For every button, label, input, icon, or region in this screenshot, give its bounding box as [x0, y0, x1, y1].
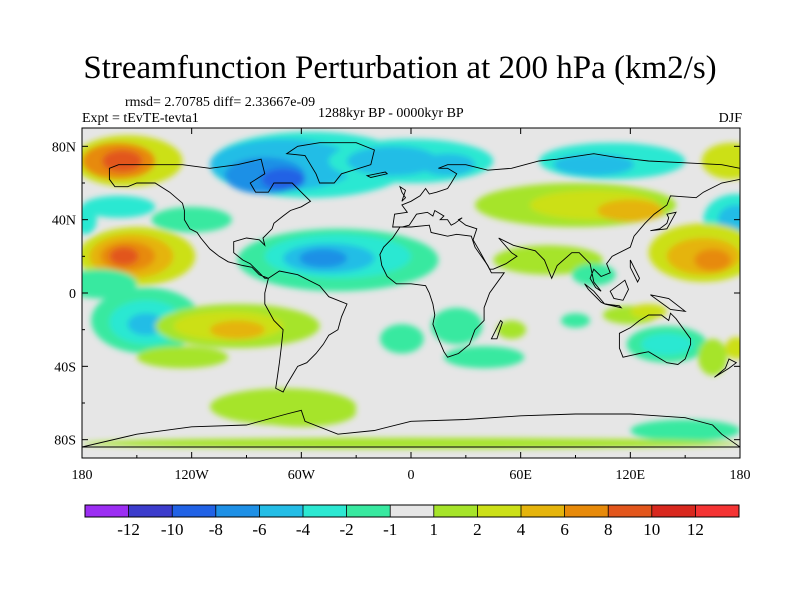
colorbar-label: 4 [517, 520, 526, 539]
x-tick-label: 180 [72, 468, 93, 483]
contour-fields [82, 131, 740, 449]
colorbar-swatch [433, 505, 478, 517]
coastline [379, 224, 506, 358]
colorbar-swatch [390, 505, 435, 517]
contour-region [127, 313, 165, 336]
contour-region [136, 346, 229, 369]
coastline [365, 171, 389, 178]
x-tick-label: 0 [408, 468, 415, 483]
colorbar-swatch [564, 505, 609, 517]
colorbar-label: -10 [161, 520, 184, 539]
coastline [285, 142, 375, 184]
colorbar-label: -1 [383, 520, 397, 539]
y-tick-label: 40S [54, 360, 76, 375]
coastline [490, 319, 503, 340]
contour-region [701, 142, 740, 180]
x-tick-label: 120E [616, 468, 646, 483]
axis-ticks: 180 120W 60W 0 60E 120E 180 80N 40N 0 40S 80S [52, 128, 751, 483]
x-tick-label: 180 [730, 468, 751, 483]
colorbar-swatch [521, 505, 565, 517]
contour-region [380, 324, 424, 354]
colorbar-label: -2 [340, 520, 354, 539]
colorbar-label: 1 [430, 520, 439, 539]
contour-region [246, 397, 357, 427]
contour-region [109, 247, 139, 266]
contour-region [102, 150, 143, 172]
colorbar-swatch [259, 505, 304, 517]
contour-region [431, 307, 483, 345]
x-tick-label: 120W [175, 468, 210, 483]
colorbar-label: -6 [252, 520, 266, 539]
colorbar-swatch [172, 505, 217, 517]
coastline [82, 409, 740, 448]
coastline [604, 303, 623, 309]
coastline [584, 283, 606, 305]
coastline [264, 270, 348, 393]
contour-region [496, 320, 527, 339]
colorbar-label: -12 [117, 520, 140, 539]
coastlines [82, 142, 740, 448]
colorbar-frame [84, 504, 740, 518]
colorbar-label: 6 [560, 520, 569, 539]
contour-region [553, 153, 634, 176]
colorbar-swatch [215, 505, 260, 517]
coastline [108, 158, 312, 279]
contour-region [82, 205, 97, 235]
chart-title: Streamfunction Perturbation at 200 hPa (… [83, 50, 717, 86]
colorbar-label: 8 [604, 520, 613, 539]
contour-region [347, 146, 439, 176]
coastline [714, 358, 738, 378]
contour-region [560, 313, 591, 328]
season-label: DJF [718, 111, 742, 126]
contour-region [630, 419, 740, 442]
y-tick-label: 80S [54, 434, 76, 449]
colorbar-swatch [695, 505, 740, 517]
contour-region [443, 346, 525, 369]
coastline [650, 211, 677, 232]
contour-region [82, 437, 740, 449]
stats-label: rmsd= 2.70785 diff= 2.33667e-09 [125, 95, 316, 110]
contour-region [725, 337, 740, 359]
colorbar-label: 10 [643, 520, 660, 539]
contour-region [641, 333, 693, 356]
coastline [629, 259, 641, 283]
contour-region [299, 249, 348, 268]
colorbar-label: 2 [473, 520, 482, 539]
colorbar-swatch [651, 505, 696, 517]
colorbar-swatch [346, 505, 391, 517]
colorbar-label: -8 [209, 520, 223, 539]
coastline [609, 279, 629, 301]
y-tick-label: 80N [52, 140, 76, 155]
colorbar-label: -4 [296, 520, 311, 539]
colorbar-swatch [128, 505, 173, 517]
colorbar-label: 12 [687, 520, 704, 539]
colorbar: -12 -10 -8 -6 -4 -2 -1 1 2 4 6 8 10 12 [84, 504, 740, 539]
coastline [650, 294, 687, 312]
coastline [399, 185, 407, 202]
colorbar-swatch [303, 505, 347, 517]
contour-region [630, 304, 667, 319]
x-tick-label: 60W [288, 468, 316, 483]
x-tick-label: 60E [509, 468, 532, 483]
contour-region [261, 168, 305, 191]
contour-region [151, 206, 232, 233]
coastline [618, 312, 692, 365]
colorbar-swatch [477, 505, 522, 517]
contour-region [694, 249, 731, 271]
contour-region [698, 338, 728, 376]
colorbar-swatch [608, 505, 653, 517]
period-label: 1288kyr BP - 0000kyr BP [318, 106, 464, 121]
contour-region [210, 320, 265, 339]
coastline [392, 153, 740, 292]
contour-region [571, 263, 616, 286]
experiment-label: Expt = tEvTE-tevta1 [82, 111, 199, 126]
colorbar-swatch [85, 505, 129, 517]
y-tick-label: 40N [52, 214, 76, 229]
contour-region [597, 199, 664, 222]
y-tick-label: 0 [69, 287, 76, 302]
contour-region [82, 195, 156, 218]
